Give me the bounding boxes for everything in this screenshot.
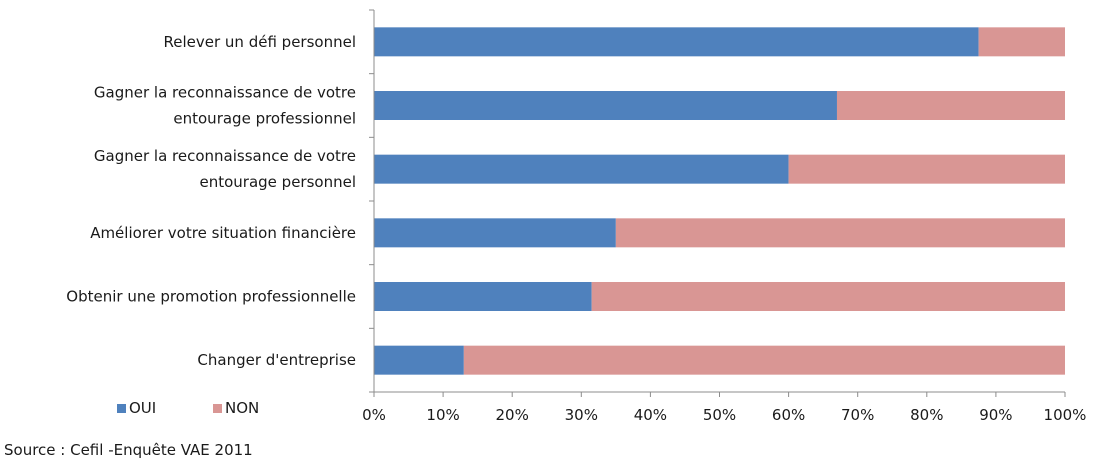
legend-swatch-non [213,404,222,413]
x-tick-label: 100% [1044,406,1087,424]
category-label: Relever un défi personnel [164,33,356,51]
category-label: Gagner la reconnaissance de votre [94,147,356,165]
category-label: Améliorer votre situation financière [90,224,356,242]
x-tick-label: 80% [910,406,943,424]
bar-oui-2 [374,154,789,184]
x-tick-label: 10% [426,406,459,424]
x-tick-label: 30% [565,406,598,424]
bar-non-2 [788,154,1065,184]
bar-oui-4 [374,282,592,311]
x-tick-label: 60% [772,406,805,424]
x-tick-label: 0% [362,406,386,424]
legend-swatch-oui [117,404,126,413]
x-tick-label: 40% [634,406,667,424]
bar-non-3 [615,218,1065,248]
axes-layer [369,9,1066,397]
x-tick-label: 70% [841,406,874,424]
category-label: Obtenir une promotion professionnelle [66,288,356,306]
category-label: Changer d'entreprise [197,351,356,369]
bar-non-0 [978,27,1065,57]
category-label: entourage personnel [200,173,357,191]
legend-label-oui: OUI [129,399,156,417]
x-tick-label: 50% [703,406,736,424]
category-label: entourage professionnel [173,110,356,128]
bar-oui-0 [374,27,979,57]
category-label: Gagner la reconnaissance de votre [94,84,356,102]
bar-oui-3 [374,218,616,248]
bar-oui-1 [374,91,837,120]
bars-layer [374,27,1066,375]
x-tick-label: 90% [979,406,1012,424]
category-labels: Relever un défi personnel Gagner la recon… [66,33,356,369]
source-note: Source : Cefil -Enquête VAE 2011 [4,441,253,459]
bar-oui-5 [374,345,464,375]
bar-non-1 [836,91,1065,120]
legend-label-non: NON [225,399,259,417]
bar-non-4 [591,282,1065,311]
chart: Relever un défi personnel Gagner la recon… [66,9,1086,424]
x-tick-labels: 0% 10% 20% 30% 40% 50% 60% 70% 80% 90% 100% [362,406,1086,424]
x-tick-label: 20% [496,406,529,424]
bar-non-5 [463,345,1066,375]
legend: OUI NON [117,399,259,417]
